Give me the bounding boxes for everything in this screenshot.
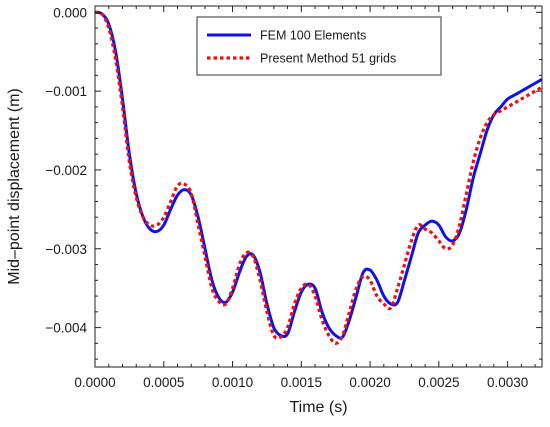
legend-label-2: Present Method 51 grids bbox=[260, 52, 396, 66]
x-tick-label: 0.0030 bbox=[487, 375, 528, 390]
legend-label-1: FEM 100 Elements bbox=[260, 29, 366, 43]
y-tick-label: −0.001 bbox=[45, 84, 87, 99]
legend: FEM 100 Elements Present Method 51 grids bbox=[196, 16, 442, 76]
y-tick-label: −0.003 bbox=[45, 242, 87, 257]
x-tick-label: 0.0005 bbox=[143, 375, 184, 390]
x-tick-label: 0.0025 bbox=[418, 375, 459, 390]
x-axis-title: Time (s) bbox=[289, 399, 347, 416]
x-tick-label: 0.0000 bbox=[74, 375, 115, 390]
plot-frame bbox=[94, 5, 543, 368]
x-tick-label: 0.0010 bbox=[212, 375, 253, 390]
legend-box bbox=[196, 16, 442, 76]
y-axis-title: Mid–point displacement (m) bbox=[6, 88, 23, 285]
y-tick-label: −0.002 bbox=[45, 163, 87, 178]
y-tick-label: −0.004 bbox=[45, 321, 87, 336]
x-tick-label: 0.0020 bbox=[349, 375, 390, 390]
series-line-2 bbox=[95, 10, 542, 345]
series-line-1 bbox=[95, 10, 542, 340]
x-tick-label: 0.0015 bbox=[281, 375, 322, 390]
y-tick-label: 0.000 bbox=[53, 5, 87, 20]
